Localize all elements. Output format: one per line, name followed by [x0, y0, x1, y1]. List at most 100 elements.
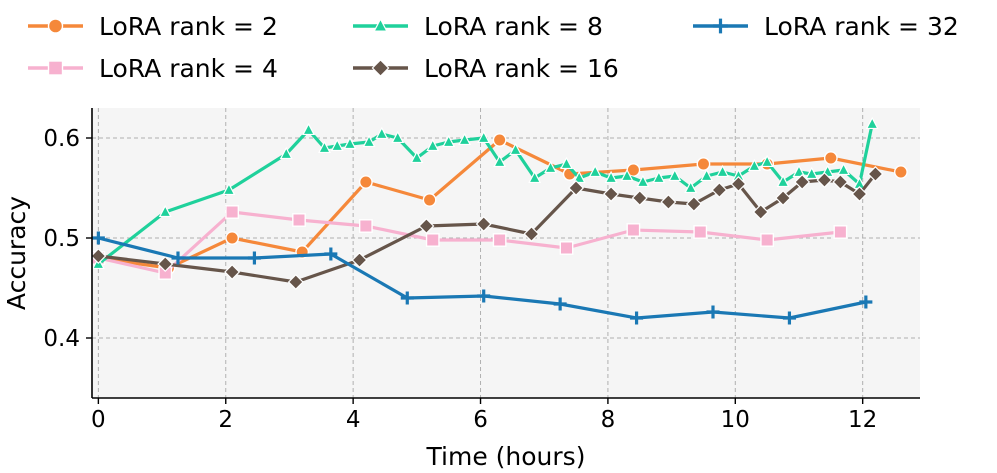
- data-point: [816, 172, 833, 188]
- data-point: [292, 213, 306, 227]
- data-point: [351, 252, 368, 268]
- data-point: [631, 190, 648, 206]
- data-point: [865, 116, 879, 130]
- data-point: [775, 190, 792, 206]
- x-tick-label: 10: [721, 407, 750, 433]
- data-point: [492, 233, 507, 247]
- legend-label: LoRA rank = 4: [99, 54, 278, 83]
- data-point: [475, 216, 492, 232]
- series-group: [90, 116, 908, 325]
- data-point: [752, 204, 769, 220]
- data-point: [343, 136, 357, 150]
- data-point: [418, 218, 435, 234]
- data-point: [247, 251, 261, 265]
- data-point: [477, 130, 491, 144]
- series-line: [98, 210, 841, 275]
- data-point: [568, 180, 585, 196]
- data-point: [630, 311, 644, 325]
- legend-item: LoRA rank = 2: [28, 12, 278, 41]
- axes: [91, 108, 920, 399]
- data-point: [523, 226, 540, 242]
- data-point: [287, 274, 304, 290]
- data-point: [477, 289, 491, 303]
- data-point: [375, 126, 389, 140]
- data-point: [626, 223, 641, 237]
- data-point: [652, 170, 666, 184]
- data-point: [302, 122, 316, 136]
- data-point: [867, 166, 884, 182]
- y-tick-label: 0.4: [43, 326, 80, 352]
- legend-swatch-marker: [373, 17, 388, 32]
- data-point: [747, 158, 761, 172]
- data-point: [711, 182, 728, 198]
- plot-area: [92, 108, 920, 398]
- data-point: [832, 174, 849, 190]
- data-point: [696, 157, 711, 171]
- data-point: [157, 256, 174, 272]
- data-point: [553, 297, 567, 311]
- legend-item: LoRA rank = 8: [353, 12, 603, 41]
- legend-label: LoRA rank = 2: [99, 12, 278, 41]
- data-point: [588, 164, 602, 178]
- data-point: [458, 132, 472, 146]
- legend-label: LoRA rank = 16: [424, 54, 619, 83]
- data-point: [693, 225, 708, 239]
- data-point: [794, 174, 811, 190]
- series-2: [91, 205, 848, 280]
- data-point: [528, 170, 542, 184]
- data-point: [362, 134, 376, 148]
- data-point: [851, 186, 868, 202]
- data-point: [660, 194, 677, 210]
- data-point: [442, 134, 456, 148]
- legend-label: LoRA rank = 8: [424, 12, 603, 41]
- data-point: [668, 168, 682, 182]
- legend: LoRA rank = 2 LoRA rank = 4 LoRA rank = 8 L…: [28, 12, 959, 83]
- data-point: [410, 150, 424, 164]
- legend-swatch-marker: [47, 18, 64, 34]
- data-point: [837, 162, 851, 176]
- data-point: [730, 176, 747, 192]
- series-5: [91, 231, 873, 325]
- data-point: [358, 175, 373, 189]
- legend-swatch-marker: [371, 59, 390, 77]
- data-point: [279, 146, 293, 160]
- data-point: [509, 142, 523, 156]
- data-point: [684, 180, 698, 194]
- data-point: [225, 231, 240, 245]
- data-point: [685, 196, 702, 212]
- data-point: [425, 233, 440, 247]
- data-point: [782, 311, 796, 325]
- data-point: [859, 295, 873, 309]
- series-4: [90, 166, 884, 290]
- data-point: [330, 138, 344, 152]
- data-point: [559, 241, 574, 255]
- y-tick-label: 0.6: [43, 126, 80, 152]
- series-3: [91, 116, 879, 270]
- data-point: [358, 219, 373, 233]
- data-point: [572, 170, 586, 184]
- data-point: [700, 168, 714, 182]
- x-tick-label: 0: [91, 407, 106, 433]
- data-point: [603, 186, 620, 202]
- data-point: [636, 174, 650, 188]
- x-axis-label: Time (hours): [426, 442, 586, 471]
- data-point: [544, 160, 558, 174]
- data-point: [792, 164, 806, 178]
- data-point: [833, 225, 848, 239]
- ticks: 0 2 4 6 8 10 12 0.4 0.5 0.6: [43, 126, 877, 433]
- data-point: [620, 168, 634, 182]
- data-point: [493, 154, 507, 168]
- data-point: [222, 182, 236, 196]
- data-point: [805, 166, 819, 180]
- x-tick-label: 4: [346, 407, 361, 433]
- x-tick-label: 12: [848, 407, 877, 433]
- data-point: [492, 133, 507, 147]
- legend-item: LoRA rank = 16: [353, 54, 619, 83]
- series-line: [98, 173, 877, 284]
- legend-item: LoRA rank = 32: [693, 12, 959, 41]
- y-tick-label: 0.5: [43, 226, 80, 252]
- data-point: [760, 233, 775, 247]
- y-axis-label: Accuracy: [2, 196, 31, 310]
- x-tick-label: 6: [473, 407, 488, 433]
